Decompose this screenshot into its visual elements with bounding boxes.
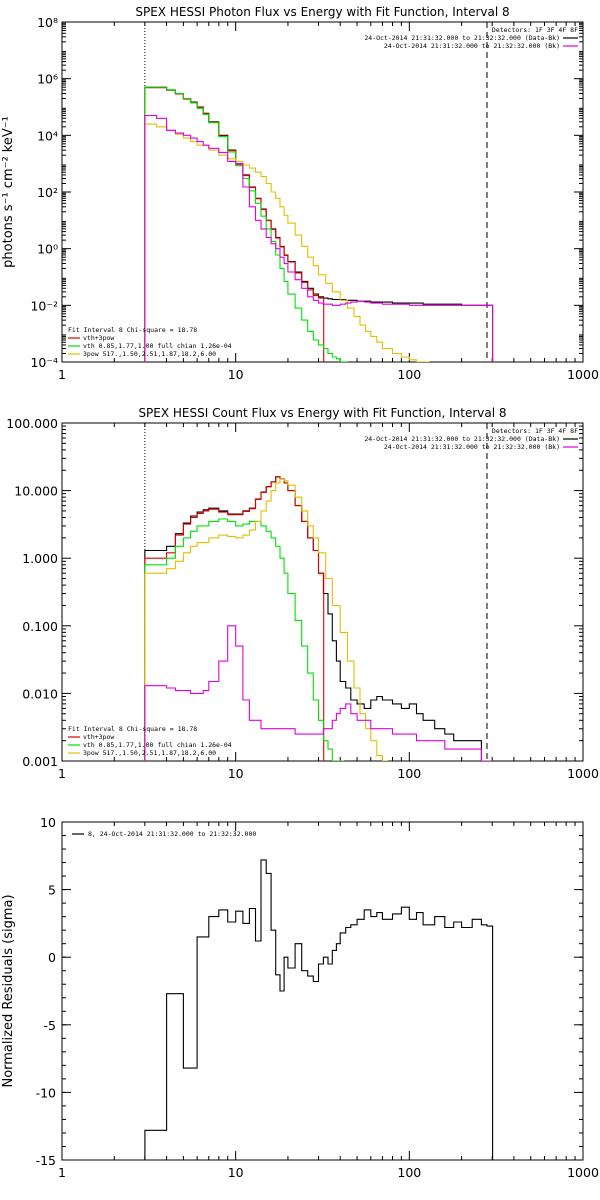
chart1-legend-right-header: Detectors: 1F 3F 4F 8F bbox=[492, 26, 578, 34]
chart1-title: SPEX HESSI Photon Flux vs Energy with Fi… bbox=[135, 5, 509, 19]
chart2-series-vth-3pow bbox=[144, 476, 325, 761]
chart1-legend-right-label: 24-Oct-2014 21:31:32.000 to 21:32:32.000… bbox=[364, 34, 560, 42]
chart3-y-tick-label: -15 bbox=[36, 1153, 56, 1168]
chart3-x-tick-label: 1 bbox=[58, 1165, 66, 1180]
chart1-legend-left-label: vth+3pow bbox=[83, 334, 114, 342]
chart3-y-tick-label: 0 bbox=[48, 950, 56, 965]
chart2-series-bk bbox=[144, 625, 493, 761]
chart1-y-tick-label: 10⁻⁴ bbox=[30, 355, 58, 370]
chart1-y-tick-label: 10⁰ bbox=[37, 242, 58, 257]
chart1-legend-left-label: vth 0.85,1.77,1.00 full chian 1.26e-04 bbox=[83, 342, 232, 350]
chart2-y-tick-label: 1.000 bbox=[22, 551, 58, 566]
chart1-x-tick-label: 1000 bbox=[567, 367, 599, 382]
chart2-y-tick-label: 10.000 bbox=[14, 484, 58, 499]
chart2-frame bbox=[61, 422, 584, 762]
chart1-legend-right-label: 24-Oct-2014 21:31:32.000 to 21:32:32.000… bbox=[384, 42, 560, 50]
chart1-legend-left-header: Fit Interval 8 Chi-square = 18.78 bbox=[68, 326, 197, 334]
chart1-y-axis-label: photons s⁻¹ cm⁻² keV⁻¹ bbox=[1, 116, 16, 268]
chart3-y-axis-label: Normalized Residuals (sigma) bbox=[1, 894, 16, 1087]
chart3-x-tick-label: 1000 bbox=[567, 1165, 599, 1180]
chart2-legend-right-label: 24-Oct-2014 21:31:32.000 to 21:32:32.000… bbox=[384, 443, 560, 451]
chart2-x-tick-label: 10 bbox=[228, 766, 244, 781]
chart3-legend-label: 8, 24-Oct-2014 21:31:32.000 to 21:32:32.… bbox=[88, 830, 256, 838]
chart1-y-tick-label: 10⁶ bbox=[37, 72, 58, 87]
chart1-x-tick-label: 1 bbox=[58, 367, 66, 382]
chart1-legend-left-label: 3pow 517.,1.50,2.51,1.87,18.2,6.00 bbox=[83, 350, 216, 358]
chart2-legend-left-label: vth 0.85,1.77,1.00 full chian 1.26e-04 bbox=[83, 741, 232, 749]
chart2-legend-right-label: 24-Oct-2014 21:31:32.000 to 21:32:32.000… bbox=[364, 435, 560, 443]
chart2-y-tick-label: 0.001 bbox=[22, 754, 58, 769]
chart1-y-tick-label: 10⁸ bbox=[37, 15, 58, 30]
chart3-y-tick-label: 5 bbox=[48, 883, 56, 898]
chart1-frame bbox=[61, 21, 584, 363]
chart3-frame bbox=[61, 821, 584, 1161]
chart2-legend-left-label: 3pow 517.,1.50,2.51,1.87,18.2,6.00 bbox=[83, 749, 216, 757]
chart1-series-data-bk bbox=[144, 86, 494, 362]
chart2-title: SPEX HESSI Count Flux vs Energy with Fit… bbox=[138, 406, 506, 420]
chart3-x-tick-label: 10 bbox=[228, 1165, 244, 1180]
chart1-series-vth bbox=[144, 86, 348, 362]
chart2-y-tick-label: 0.100 bbox=[22, 619, 58, 634]
chart2-y-tick-label: 0.010 bbox=[22, 686, 58, 701]
chart2-x-tick-label: 1 bbox=[58, 766, 66, 781]
chart2-legend-left-header: Fit Interval 8 Chi-square = 18.78 bbox=[68, 725, 197, 733]
chart1-y-tick-label: 10⁴ bbox=[37, 128, 58, 143]
chart2-series-3pow bbox=[144, 478, 388, 761]
chart1-x-tick-label: 10 bbox=[228, 367, 244, 382]
chart1-series-bk bbox=[144, 114, 494, 362]
chart2-y-tick-label: 100.000 bbox=[6, 416, 58, 431]
chart1-y-tick-label: 10⁻² bbox=[30, 298, 58, 313]
chart3-x-tick-label: 100 bbox=[397, 1165, 421, 1180]
chart1-series-vth-3pow bbox=[144, 87, 325, 362]
chart1-y-tick-label: 10² bbox=[37, 185, 58, 200]
chart2-legend-right-header: Detectors: 1F 3F 4F 8F bbox=[492, 427, 578, 435]
chart3-y-tick-label: 10 bbox=[40, 815, 56, 830]
chart2-x-tick-label: 100 bbox=[397, 766, 421, 781]
chart3-series-8-24-oct-2014-21-31-32-000-to-21-32-32-000 bbox=[144, 859, 494, 1160]
chart2-legend-left-label: vth+3pow bbox=[83, 733, 114, 741]
chart2-series-vth bbox=[144, 518, 345, 761]
chart3-y-tick-label: -10 bbox=[36, 1085, 56, 1100]
chart3-y-tick-label: -5 bbox=[44, 1018, 56, 1033]
chart2-x-tick-label: 1000 bbox=[567, 766, 599, 781]
chart1-x-tick-label: 100 bbox=[397, 367, 421, 382]
